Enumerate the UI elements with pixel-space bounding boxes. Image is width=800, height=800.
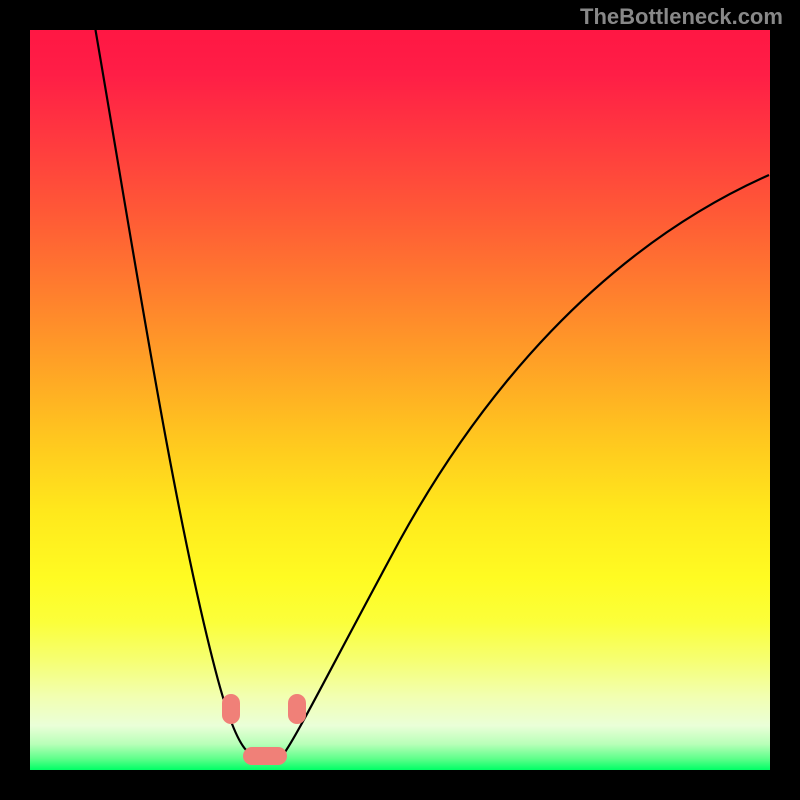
watermark-text: TheBottleneck.com	[580, 4, 783, 30]
chart-svg	[30, 30, 770, 770]
marker	[243, 747, 287, 765]
chart-frame	[30, 30, 770, 770]
marker	[288, 694, 306, 724]
chart-background	[30, 30, 770, 770]
marker	[222, 694, 240, 724]
